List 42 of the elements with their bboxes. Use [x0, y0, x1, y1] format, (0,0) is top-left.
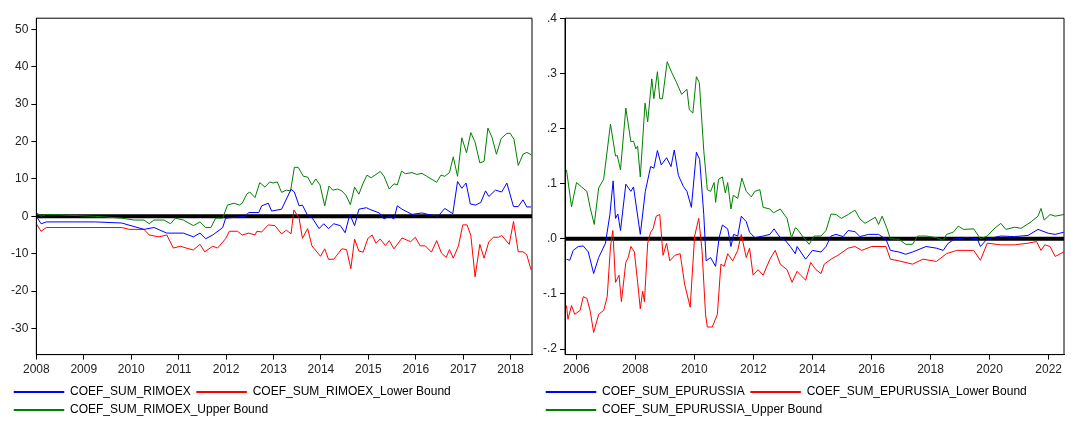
y-tick-label: 30 [14, 96, 29, 111]
x-tick-label: 2015 [355, 362, 383, 377]
x-tick-label: 2022 [1035, 362, 1063, 377]
x-tick-label: 2014 [799, 362, 827, 377]
x-tick-label: 2014 [307, 362, 335, 377]
legend-label: COEF_SUM_RIMOEX [70, 384, 191, 399]
x-tick-label: 2012 [212, 362, 240, 377]
y-tick-label: -.1 [542, 286, 558, 301]
y-tick-label: 10 [14, 171, 29, 186]
y-tick-label: -.2 [542, 341, 558, 356]
x-tick-label: 2016 [402, 362, 430, 377]
x-tick-label: 2012 [740, 362, 768, 377]
x-tick-label: 2017 [449, 362, 477, 377]
x-tick-label: 2009 [70, 362, 98, 377]
legend-label: COEF_SUM_RIMOEX_Upper Bound [70, 402, 269, 417]
x-tick-label: 2006 [562, 362, 590, 377]
x-tick-label: 2008 [22, 362, 51, 377]
y-tick-label: 50 [14, 21, 29, 36]
y-tick-label: -20 [11, 283, 29, 298]
x-tick-label: 2011 [165, 362, 192, 377]
legend-label: COEF_SUM_RIMOEX_Lower Bound [252, 384, 451, 399]
y-tick-label: .3 [546, 65, 558, 80]
x-tick-label: 2018 [497, 362, 525, 377]
legend-label: COEF_SUM_EPURUSSIA [602, 384, 745, 399]
x-tick-label: 2010 [680, 362, 708, 377]
legend-label: COEF_SUM_EPURUSSIA_Lower Bound [806, 384, 1027, 399]
y-tick-label: 40 [14, 59, 29, 74]
y-tick-label: .0 [546, 231, 558, 246]
y-tick-label: .2 [546, 120, 558, 135]
x-tick-label: 2020 [976, 362, 1004, 377]
y-tick-label: .4 [546, 10, 558, 25]
x-tick-label: 2013 [260, 362, 288, 377]
x-tick-label: 2008 [621, 362, 649, 377]
y-tick-label: 20 [14, 133, 29, 148]
y-tick-label: 0 [21, 208, 29, 223]
y-tick-label: .1 [546, 175, 558, 190]
y-tick-label: -10 [11, 245, 29, 260]
x-tick-label: 2010 [117, 362, 145, 377]
x-tick-label: 2018 [917, 362, 945, 377]
y-tick-label: -30 [11, 320, 29, 335]
legend-label: COEF_SUM_EPURUSSIA_Upper Bound [602, 402, 823, 417]
x-tick-label: 2016 [858, 362, 886, 377]
